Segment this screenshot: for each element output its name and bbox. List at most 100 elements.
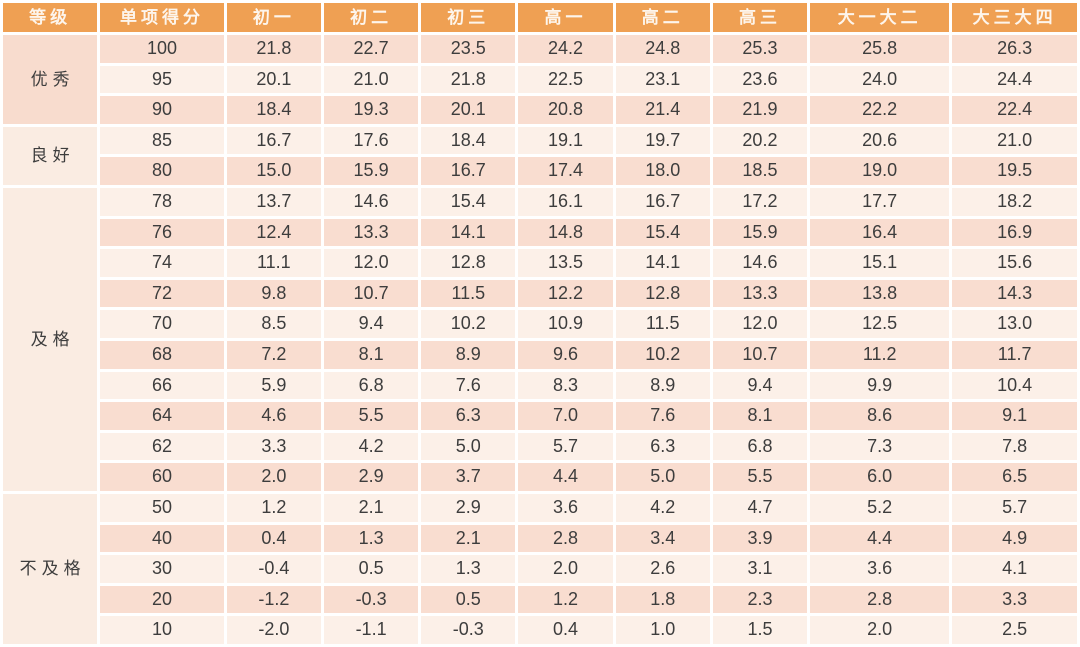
data-cell: -2.0 — [226, 616, 321, 644]
data-cell: 20.8 — [518, 96, 613, 124]
table-row: 40 0.4 1.3 2.1 2.8 3.4 3.9 4.4 4.9 — [3, 524, 1077, 553]
score-cell: 72 — [100, 279, 224, 308]
table-row: 62 3.3 4.2 5.0 5.7 6.3 6.8 7.3 7.8 — [3, 432, 1077, 461]
score-cell: 10 — [100, 616, 224, 644]
data-cell: 14.6 — [712, 249, 808, 277]
data-cell: 24.8 — [615, 35, 710, 63]
data-cell: 23.5 — [421, 35, 516, 63]
data-cell: 12.5 — [810, 310, 950, 338]
data-cell: 10.7 — [712, 340, 808, 369]
data-cell: 10.4 — [952, 371, 1077, 400]
data-cell: 3.4 — [615, 524, 710, 553]
score-cell: 50 — [100, 493, 224, 522]
data-cell: 11.7 — [952, 340, 1077, 369]
data-cell: 9.6 — [518, 340, 613, 369]
data-cell: 16.7 — [615, 187, 710, 216]
grade-cell: 优秀 — [3, 35, 98, 124]
table-body: 优秀 100 21.8 22.7 23.5 24.2 24.8 25.3 25.8 26.3 95 2… — [3, 35, 1077, 644]
data-cell: 17.6 — [323, 126, 419, 155]
data-cell: 11.1 — [226, 249, 321, 277]
data-cell: 21.8 — [421, 65, 516, 94]
table-row: 30 -0.4 0.5 1.3 2.0 2.6 3.1 3.6 4.1 — [3, 555, 1077, 583]
data-cell: 7.2 — [226, 340, 321, 369]
data-cell: 2.1 — [323, 493, 419, 522]
data-cell: 12.0 — [712, 310, 808, 338]
data-cell: 25.3 — [712, 35, 808, 63]
data-cell: 6.3 — [615, 432, 710, 461]
data-cell: 23.1 — [615, 65, 710, 94]
data-cell: 1.2 — [226, 493, 321, 522]
data-cell: 2.8 — [518, 524, 613, 553]
data-cell: 1.2 — [518, 585, 613, 614]
data-cell: 7.0 — [518, 402, 613, 430]
data-cell: 9.4 — [323, 310, 419, 338]
data-cell: 4.7 — [712, 493, 808, 522]
data-cell: 20.1 — [421, 96, 516, 124]
data-cell: 5.0 — [615, 463, 710, 491]
data-cell: 13.3 — [712, 279, 808, 308]
data-cell: 13.5 — [518, 249, 613, 277]
data-cell: 20.1 — [226, 65, 321, 94]
data-cell: 13.0 — [952, 310, 1077, 338]
data-cell: 10.7 — [323, 279, 419, 308]
data-cell: 12.4 — [226, 218, 321, 247]
table-row: 95 20.1 21.0 21.8 22.5 23.1 23.6 24.0 24.4 — [3, 65, 1077, 94]
data-cell: 20.2 — [712, 126, 808, 155]
data-cell: 6.8 — [712, 432, 808, 461]
header-cell-0: 等级 — [3, 3, 98, 32]
table-row: 64 4.6 5.5 6.3 7.0 7.6 8.1 8.6 9.1 — [3, 402, 1077, 430]
table-row: 66 5.9 6.8 7.6 8.3 8.9 9.4 9.9 10.4 — [3, 371, 1077, 400]
data-cell: 14.1 — [421, 218, 516, 247]
data-cell: 12.2 — [518, 279, 613, 308]
score-cell: 30 — [100, 555, 224, 583]
data-cell: 21.4 — [615, 96, 710, 124]
grade-cell: 不及格 — [3, 493, 98, 644]
data-cell: 4.1 — [952, 555, 1077, 583]
data-cell: 7.3 — [810, 432, 950, 461]
data-cell: 21.0 — [323, 65, 419, 94]
data-cell: 14.8 — [518, 218, 613, 247]
data-cell: 3.6 — [518, 493, 613, 522]
data-cell: 16.1 — [518, 187, 613, 216]
data-cell: -1.1 — [323, 616, 419, 644]
header-cell-2: 初一 — [226, 3, 321, 32]
data-cell: 16.7 — [226, 126, 321, 155]
data-cell: 15.4 — [615, 218, 710, 247]
data-cell: 18.0 — [615, 157, 710, 185]
data-cell: 3.7 — [421, 463, 516, 491]
data-cell: 19.0 — [810, 157, 950, 185]
data-cell: 8.6 — [810, 402, 950, 430]
data-cell: 8.1 — [712, 402, 808, 430]
data-cell: 4.4 — [518, 463, 613, 491]
data-cell: 0.4 — [226, 524, 321, 553]
data-cell: 6.3 — [421, 402, 516, 430]
data-cell: -0.3 — [421, 616, 516, 644]
score-cell: 60 — [100, 463, 224, 491]
table-row: 20 -1.2 -0.3 0.5 1.2 1.8 2.3 2.8 3.3 — [3, 585, 1077, 614]
header-row: 等级 单项得分 初一 初二 初三 高一 高二 高三 大一大二 大三大四 — [3, 3, 1077, 32]
table-row: 良好 85 16.7 17.6 18.4 19.1 19.7 20.2 20.6 21.0 — [3, 126, 1077, 185]
data-cell: 15.9 — [323, 157, 419, 185]
data-cell: -1.2 — [226, 585, 321, 614]
data-cell: 0.4 — [518, 616, 613, 644]
table-row: 68 7.2 8.1 8.9 9.6 10.2 10.7 11.2 11.7 — [3, 340, 1077, 369]
data-cell: 14.3 — [952, 279, 1077, 308]
header-cell-8: 大一大二 — [810, 3, 950, 32]
data-cell: 11.5 — [615, 310, 710, 338]
score-cell: 66 — [100, 371, 224, 400]
data-cell: 2.3 — [712, 585, 808, 614]
data-cell: 19.5 — [952, 157, 1077, 185]
data-cell: 24.0 — [810, 65, 950, 94]
data-cell: 9.8 — [226, 279, 321, 308]
table-row: 及格 78 13.7 14.6 15.4 16.1 16.7 17.2 17.7 18.2 — [3, 187, 1077, 491]
data-cell: 2.1 — [421, 524, 516, 553]
data-cell: 22.7 — [323, 35, 419, 63]
table-row: 80 15.0 15.9 16.7 17.4 18.0 18.5 19.0 19.5 — [3, 157, 1077, 185]
table-row: 76 12.4 13.3 14.1 14.8 15.4 15.9 16.4 16.9 — [3, 218, 1077, 247]
data-cell: 8.3 — [518, 371, 613, 400]
data-cell: -0.4 — [226, 555, 321, 583]
grade-cell: 良好 — [3, 126, 98, 185]
table-row: 74 11.1 12.0 12.8 13.5 14.1 14.6 15.1 15.6 — [3, 249, 1077, 277]
data-cell: 2.9 — [323, 463, 419, 491]
data-cell: 2.0 — [226, 463, 321, 491]
